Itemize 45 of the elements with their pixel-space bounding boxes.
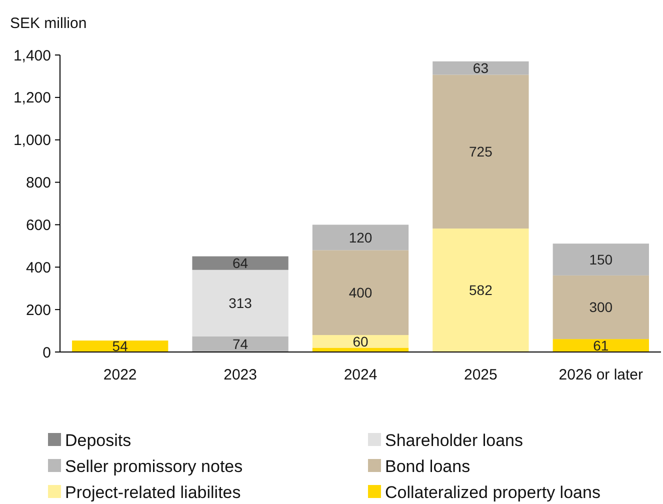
bar	[552, 244, 649, 276]
legend-label: Collateralized property loans	[385, 482, 600, 502]
y-tick-label: 400	[26, 259, 51, 276]
bar	[312, 250, 409, 336]
legend-label: Shareholder loans	[385, 430, 523, 450]
y-axis-title: SEK million	[10, 15, 87, 32]
y-tick-label: 1,200	[13, 90, 51, 107]
legend-label: Seller promissory notes	[65, 456, 243, 476]
y-tick-label: 600	[26, 216, 51, 234]
bar	[432, 74, 529, 229]
y-tick-label: 200	[26, 302, 51, 319]
y-tick-label: 1,000	[13, 132, 51, 150]
data-label: 64	[232, 255, 248, 272]
bar	[192, 256, 288, 270]
bar	[312, 335, 409, 348]
x-tick-label: 2025	[464, 366, 498, 384]
bar	[192, 336, 288, 352]
data-label: 725	[469, 144, 493, 160]
data-label: 582	[469, 282, 493, 298]
data-label: 313	[228, 295, 252, 311]
bar	[552, 339, 649, 352]
legend-label: Bond loans	[385, 456, 470, 476]
x-tick-label: 2023	[224, 366, 257, 384]
bar	[552, 275, 649, 340]
bar	[312, 224, 409, 250]
y-tick-label: 800	[26, 174, 51, 192]
data-label: 400	[348, 284, 372, 300]
data-label: 300	[589, 299, 613, 316]
legend-label: Project-related liabilites	[65, 482, 241, 502]
data-label: 61	[593, 337, 609, 354]
data-label: 120	[348, 229, 372, 246]
bar	[432, 228, 529, 352]
y-tick-label: 0	[42, 344, 51, 362]
bar	[432, 61, 529, 75]
data-label: 54	[112, 338, 128, 354]
legend-label: Deposits	[65, 430, 132, 450]
x-tick-label: 2022	[103, 366, 137, 384]
data-label: 63	[472, 60, 489, 76]
x-tick-label: 2024	[344, 366, 378, 384]
x-tick-label: 2026 or later	[558, 366, 644, 384]
bar	[192, 270, 288, 336]
data-label: 150	[589, 251, 613, 268]
data-label: 60	[352, 333, 368, 350]
y-tick-label: 1,400	[13, 47, 51, 64]
data-label: 74	[232, 336, 248, 352]
